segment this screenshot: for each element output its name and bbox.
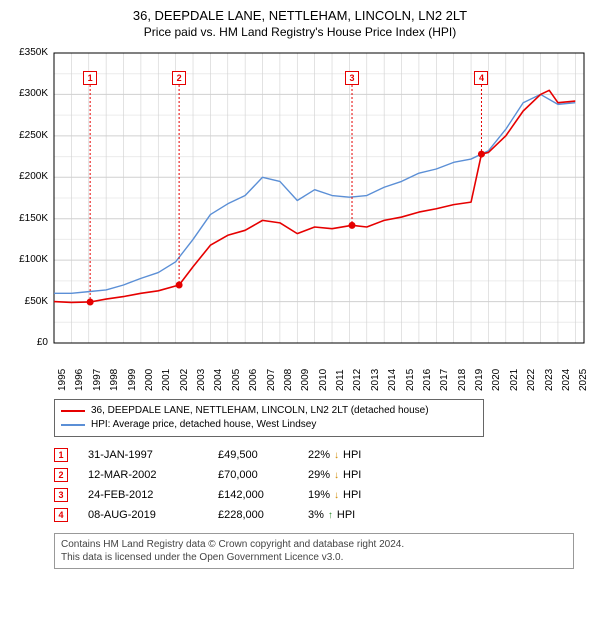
legend-swatch [61,424,85,426]
x-tick-label: 1997 [92,369,103,391]
legend-box: 36, DEEPDALE LANE, NETTLEHAM, LINCOLN, L… [54,399,484,437]
event-row: 2 12-MAR-2002£70,00029% ↓ HPI [54,465,590,485]
event-diff-vs: HPI [343,489,361,501]
event-diff-vs: HPI [343,449,361,461]
legend-item: 36, DEEPDALE LANE, NETTLEHAM, LINCOLN, L… [61,404,477,418]
x-tick-label: 2002 [179,369,190,391]
event-diff-vs: HPI [343,469,361,481]
event-number-box: 4 [54,508,68,522]
event-marker-2: 2 [172,71,186,85]
event-date: 08-AUG-2019 [88,509,218,521]
chart-titles: 36, DEEPDALE LANE, NETTLEHAM, LINCOLN, L… [10,8,590,39]
y-tick-label: £200K [10,171,48,182]
x-tick-label: 2003 [196,369,207,391]
legend-swatch [61,410,85,412]
chart-title-address: 36, DEEPDALE LANE, NETTLEHAM, LINCOLN, L… [10,8,590,23]
legend-label: 36, DEEPDALE LANE, NETTLEHAM, LINCOLN, L… [91,404,429,418]
event-diff-pct: 3% [308,509,324,521]
x-tick-label: 2023 [544,369,555,391]
arrow-down-icon: ↓ [334,450,339,461]
chart-plot-area: £0 £50K £100K £150K £200K £250K £300K £350K 1 2 3 4 [10,45,590,355]
event-number-box: 3 [54,488,68,502]
event-diff-pct: 22% [308,449,330,461]
x-tick-label: 2019 [474,369,485,391]
x-tick-label: 2008 [283,369,294,391]
event-price: £228,000 [218,509,308,521]
x-tick-label: 2024 [561,369,572,391]
y-tick-label: £350K [10,47,48,58]
x-tick-label: 1996 [74,369,85,391]
footer-line-1: Contains HM Land Registry data © Crown c… [61,538,567,551]
event-number-box: 2 [54,468,68,482]
event-diff: 29% ↓ HPI [308,469,388,481]
chart-svg [10,45,590,355]
event-diff: 3% ↑ HPI [308,509,388,521]
arrow-up-icon: ↑ [328,510,333,521]
y-tick-label: £0 [10,337,48,348]
x-axis-labels: 1995 1996 1997 1998 1999 2000 2001 2002 2003 2004… [10,355,590,395]
event-date: 24-FEB-2012 [88,489,218,501]
event-marker-1: 1 [83,71,97,85]
x-tick-label: 2018 [457,369,468,391]
event-marker-4: 4 [474,71,488,85]
x-tick-label: 1995 [57,369,68,391]
x-tick-label: 2021 [509,369,520,391]
x-tick-label: 2000 [144,369,155,391]
event-price: £49,500 [218,449,308,461]
x-tick-label: 2006 [248,369,259,391]
x-tick-label: 2004 [213,369,224,391]
x-tick-label: 2015 [405,369,416,391]
event-diff-vs: HPI [337,509,355,521]
x-tick-label: 2017 [439,369,450,391]
event-diff: 19% ↓ HPI [308,489,388,501]
legend-item: HPI: Average price, detached house, West… [61,418,477,432]
footer-line-2: This data is licensed under the Open Gov… [61,551,567,564]
x-tick-label: 2009 [300,369,311,391]
event-row: 3 24-FEB-2012£142,00019% ↓ HPI [54,485,590,505]
y-tick-label: £100K [10,254,48,265]
x-tick-label: 2014 [387,369,398,391]
x-tick-label: 2013 [370,369,381,391]
x-tick-label: 2022 [526,369,537,391]
x-tick-label: 1998 [109,369,120,391]
event-date: 31-JAN-1997 [88,449,218,461]
legend-label: HPI: Average price, detached house, West… [91,418,316,432]
event-row: 4 08-AUG-2019£228,0003% ↑ HPI [54,505,590,525]
x-tick-label: 2016 [422,369,433,391]
event-number-box: 1 [54,448,68,462]
x-tick-label: 2010 [318,369,329,391]
event-diff: 22% ↓ HPI [308,449,388,461]
footer-attribution: Contains HM Land Registry data © Crown c… [54,533,574,569]
event-table: 1 31-JAN-1997£49,50022% ↓ HPI 2 12-MAR-2002£7… [54,445,590,525]
chart-title-subtitle: Price paid vs. HM Land Registry's House … [10,25,590,39]
y-tick-label: £50K [10,296,48,307]
y-tick-label: £250K [10,130,48,141]
x-tick-label: 2005 [231,369,242,391]
event-marker-3: 3 [345,71,359,85]
arrow-down-icon: ↓ [334,490,339,501]
x-tick-label: 2020 [491,369,502,391]
y-tick-label: £300K [10,88,48,99]
x-tick-label: 2025 [578,369,589,391]
event-date: 12-MAR-2002 [88,469,218,481]
event-row: 1 31-JAN-1997£49,50022% ↓ HPI [54,445,590,465]
arrow-down-icon: ↓ [334,470,339,481]
x-tick-label: 2011 [335,369,346,391]
event-price: £142,000 [218,489,308,501]
x-tick-label: 2007 [266,369,277,391]
event-diff-pct: 19% [308,489,330,501]
event-diff-pct: 29% [308,469,330,481]
y-tick-label: £150K [10,213,48,224]
chart-container: 36, DEEPDALE LANE, NETTLEHAM, LINCOLN, L… [0,0,600,579]
x-tick-label: 2012 [352,369,363,391]
event-price: £70,000 [218,469,308,481]
x-tick-label: 2001 [161,369,172,391]
x-tick-label: 1999 [127,369,138,391]
